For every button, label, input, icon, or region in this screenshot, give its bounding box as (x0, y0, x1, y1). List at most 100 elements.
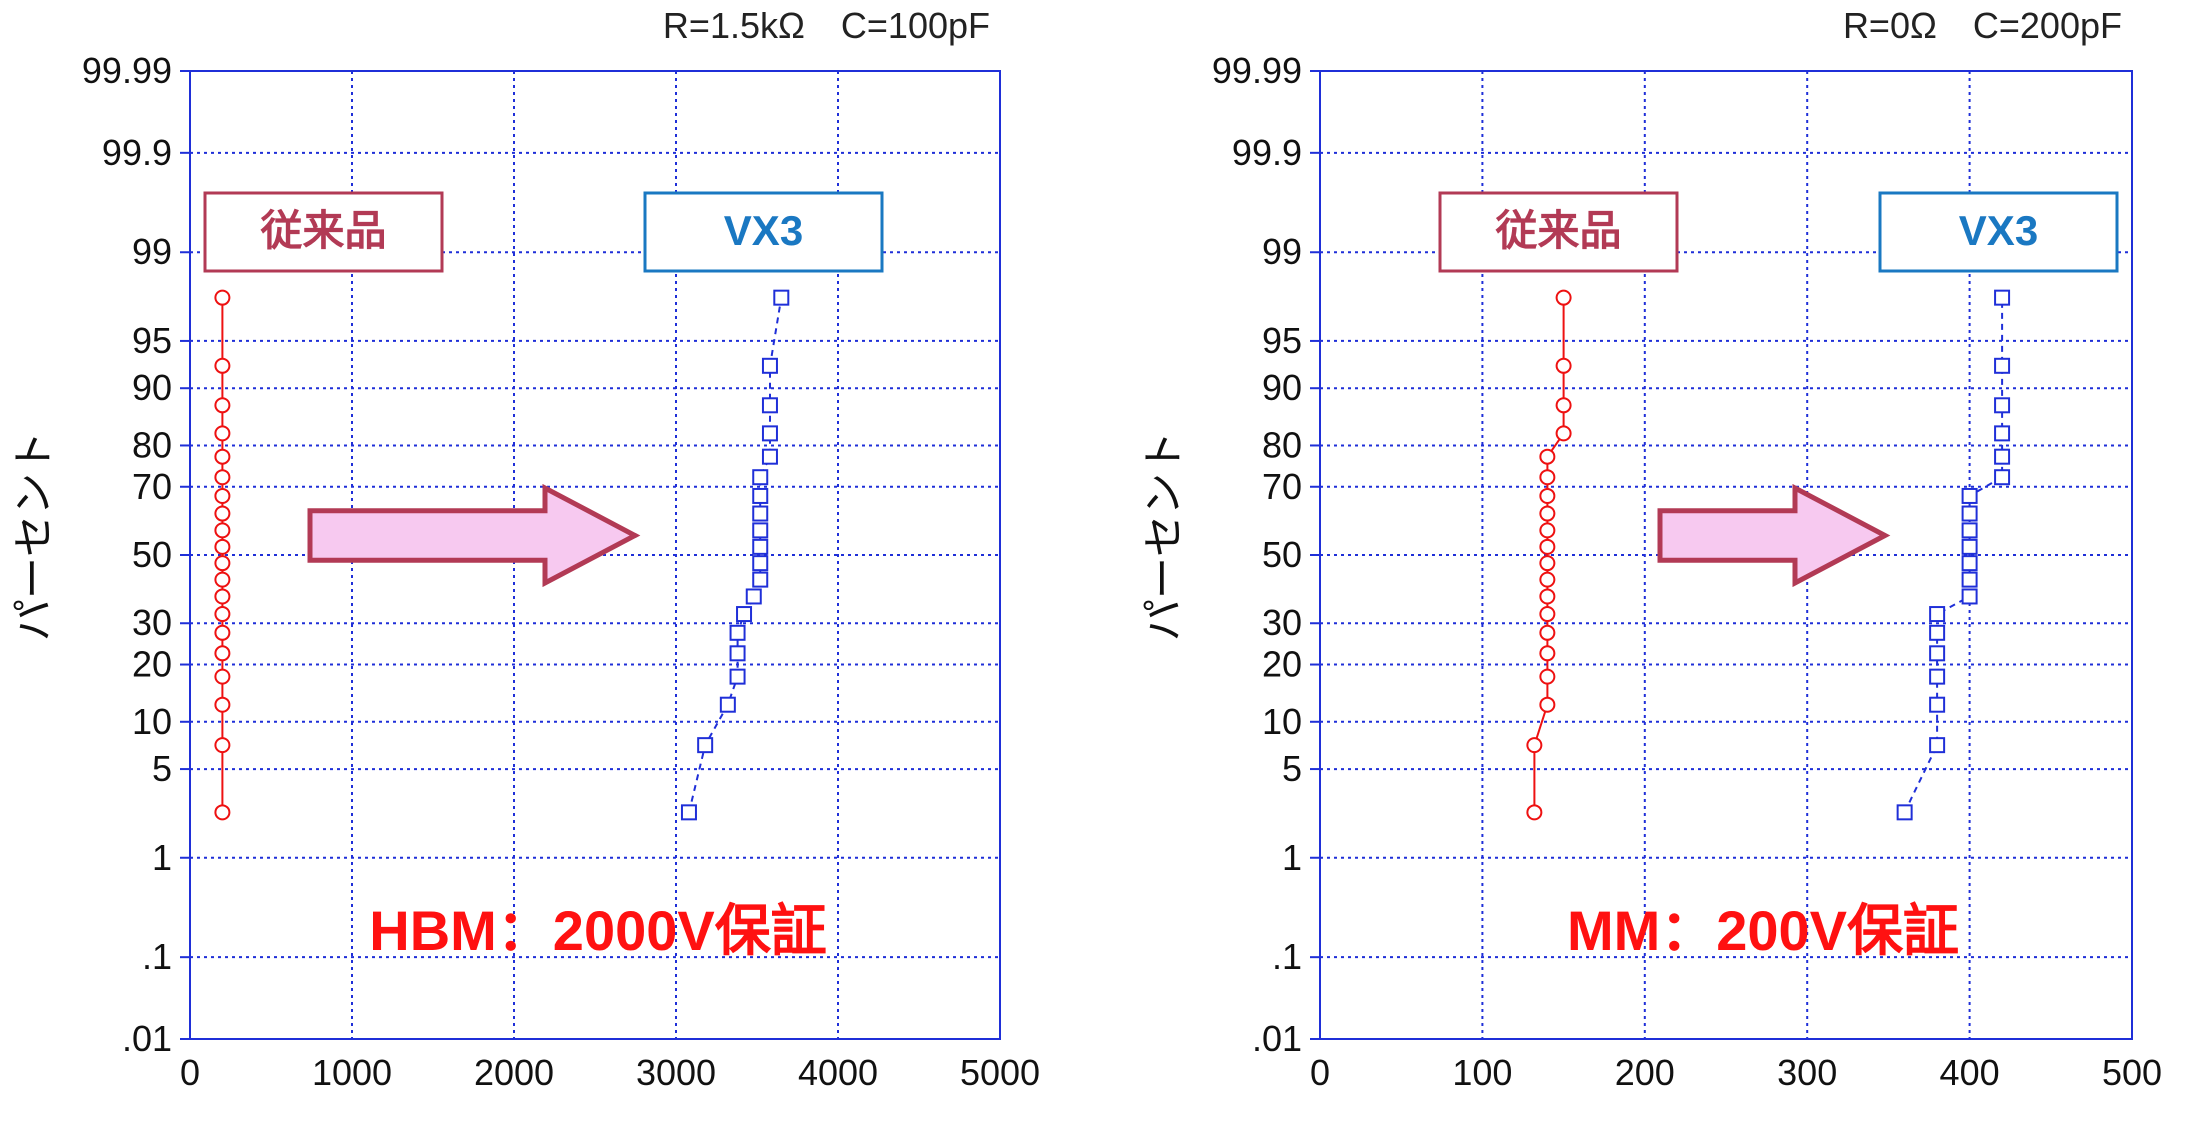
y-tick-label: 95 (132, 320, 172, 361)
data-point (1994, 448, 2011, 465)
data-point (1961, 538, 1978, 555)
data-point (214, 505, 231, 522)
data-point (1539, 555, 1556, 572)
data-point (214, 571, 231, 588)
y-tick-label: 99 (1262, 231, 1302, 272)
data-point (752, 505, 769, 522)
data-point (1539, 645, 1556, 662)
data-point (214, 696, 231, 713)
data-point (214, 448, 231, 465)
x-tick-label: 5000 (960, 1052, 1040, 1093)
data-point (1961, 555, 1978, 572)
y-axis-label: パーセント (1140, 431, 1187, 641)
x-tick-label: 300 (1777, 1052, 1837, 1093)
y-tick-label: 50 (1262, 534, 1302, 575)
y-tick-label: 5 (1282, 748, 1302, 789)
data-point (214, 522, 231, 539)
data-point (761, 357, 778, 374)
data-point (745, 588, 762, 605)
y-tick-label: 30 (1262, 602, 1302, 643)
data-point (1961, 505, 1978, 522)
data-point (752, 555, 769, 572)
y-tick-label: 90 (132, 367, 172, 408)
y-tick-label: 10 (1262, 701, 1302, 742)
data-point (1929, 737, 1946, 754)
y-tick-label: .1 (142, 936, 172, 977)
data-point (719, 696, 736, 713)
data-point (1539, 696, 1556, 713)
data-point (729, 645, 746, 662)
y-tick-label: 99.9 (102, 132, 172, 173)
data-point (1929, 668, 1946, 685)
data-point (1929, 645, 1946, 662)
data-point (1896, 804, 1913, 821)
data-point (729, 624, 746, 641)
y-tick-label: 10 (132, 701, 172, 742)
improvement-arrow-icon (1657, 483, 1891, 588)
data-point (214, 645, 231, 662)
guarantee-label: HBM：2000V保証 (369, 899, 826, 962)
y-tick-label: 20 (132, 644, 172, 685)
improvement-arrow-icon (307, 483, 641, 588)
y-tick-label: 20 (1262, 644, 1302, 685)
data-point (761, 425, 778, 442)
data-point (214, 555, 231, 572)
data-point (1539, 448, 1556, 465)
x-tick-label: 400 (1940, 1052, 2000, 1093)
data-point (1961, 588, 1978, 605)
new-product-label: VX3 (1959, 207, 2038, 254)
data-point (761, 397, 778, 414)
y-tick-label: 5 (152, 748, 172, 789)
vx3-series (1896, 289, 2011, 821)
data-point (761, 448, 778, 465)
x-tick-label: 200 (1615, 1052, 1675, 1093)
data-point (1555, 289, 1572, 306)
conventional-label-box (203, 191, 444, 273)
data-point (214, 289, 231, 306)
data-point (1539, 469, 1556, 486)
data-point (1994, 397, 2011, 414)
data-point (1539, 522, 1556, 539)
data-point (752, 522, 769, 539)
y-tick-label: .01 (1252, 1018, 1302, 1059)
y-tick-label: 80 (1262, 424, 1302, 465)
data-point (680, 804, 697, 821)
data-point (752, 487, 769, 504)
x-tick-label: 100 (1452, 1052, 1512, 1093)
data-point (214, 397, 231, 414)
y-tick-label: 99.9 (1232, 132, 1302, 173)
conventional-label: 従来品 (1494, 207, 1621, 254)
data-point (1539, 668, 1556, 685)
data-point (214, 469, 231, 486)
y-tick-label: 30 (132, 602, 172, 643)
condition-label: R=0Ω C=200pF (1843, 5, 2122, 46)
data-point (1994, 469, 2011, 486)
conventional-label-box (1438, 191, 1679, 273)
guarantee-label: MM：200V保証 (1567, 899, 1959, 962)
x-tick-label: 0 (180, 1052, 200, 1093)
data-point (1555, 425, 1572, 442)
conventional-series (214, 289, 231, 821)
condition-label: R=1.5kΩ C=100pF (663, 5, 990, 46)
x-tick-label: 2000 (474, 1052, 554, 1093)
data-point (752, 538, 769, 555)
data-point (214, 804, 231, 821)
data-point (214, 487, 231, 504)
conventional-series (1526, 289, 1572, 821)
x-tick-label: 0 (1310, 1052, 1330, 1093)
y-tick-label: 80 (132, 424, 172, 465)
x-tick-label: 500 (2102, 1052, 2162, 1093)
y-tick-label: 1 (1282, 837, 1302, 878)
x-tick-label: 3000 (636, 1052, 716, 1093)
data-point (214, 588, 231, 605)
data-point (1526, 737, 1543, 754)
new-product-label: VX3 (724, 207, 803, 254)
data-point (1555, 357, 1572, 374)
data-point (1555, 397, 1572, 414)
data-point (1961, 571, 1978, 588)
data-point (1929, 696, 1946, 713)
data-point (697, 737, 714, 754)
